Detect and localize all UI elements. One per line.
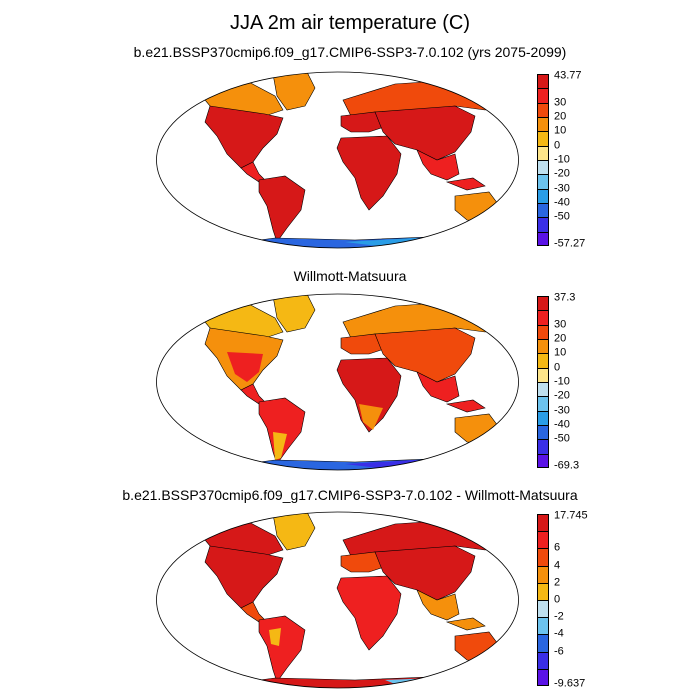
colorbar-tick-label: 0 (554, 139, 561, 152)
colorbar-swatch (537, 159, 549, 175)
colorbar-swatch (537, 548, 549, 566)
colorbar-swatch (537, 116, 549, 132)
colorbar-tick-label: 30 (554, 96, 567, 109)
colorbar-tick-label: -4 (554, 627, 564, 640)
colorbar-tick-label: 20 (554, 110, 567, 123)
panel-3-title: b.e21.BSSP370cmip6.f09_g17.CMIP6-SSP3-7.… (122, 487, 578, 503)
colorbar-panel-1 (537, 74, 549, 246)
colorbar-tick-label: 43.77 (554, 69, 582, 82)
colorbar-tick-label: -10 (554, 375, 570, 388)
colorbar-swatch (537, 102, 549, 117)
colorbar-swatch (537, 174, 549, 189)
colorbar-swatch (537, 565, 549, 583)
colorbar-swatch (537, 668, 549, 686)
colorbar-tick-label: 10 (554, 346, 567, 359)
colorbar-tick-label: 2 (554, 576, 561, 589)
colorbar-tick-label: 30 (554, 318, 567, 331)
map-panel-3 (156, 511, 519, 689)
panel-2-title: Willmott-Matsuura (293, 268, 407, 284)
colorbar-swatch (537, 188, 549, 203)
colorbar-swatch (537, 231, 549, 246)
colorbar-tick-label: 0 (554, 593, 561, 606)
map-panel-1 (156, 71, 519, 249)
colorbar-tick-label: -40 (554, 196, 570, 209)
colorbar-swatch (537, 599, 549, 618)
colorbar-swatch (537, 217, 549, 232)
colorbar-swatch (537, 131, 549, 146)
colorbar-swatch (537, 439, 549, 454)
colorbar-swatch (537, 74, 549, 89)
colorbar-tick-label: -6 (554, 645, 564, 658)
colorbar-swatch (537, 88, 549, 103)
colorbar-swatch (537, 453, 549, 468)
colorbar-tick-label: -50 (554, 210, 570, 223)
colorbar-swatch (537, 324, 549, 339)
colorbar-swatch (537, 396, 549, 411)
colorbar-tick-label: -30 (554, 404, 570, 417)
colorbar-tick-label: 6 (554, 541, 561, 554)
colorbar-swatch (537, 634, 549, 652)
colorbar-tick-label: 10 (554, 124, 567, 137)
colorbar-tick-label: -9.637 (554, 677, 586, 690)
colorbar-swatch (537, 514, 549, 532)
colorbar-tick-label: 37.3 (554, 291, 576, 304)
colorbar-swatch (537, 582, 549, 600)
map-panel-2 (156, 293, 519, 471)
colorbar-swatch (537, 367, 549, 382)
colorbar-swatch (537, 338, 549, 354)
colorbar-tick-label: -30 (554, 182, 570, 195)
colorbar-swatch (537, 617, 549, 635)
colorbar-swatch (537, 296, 549, 311)
colorbar-tick-label: 0 (554, 361, 561, 374)
colorbar-swatch (537, 145, 549, 160)
colorbar-swatch (537, 353, 549, 368)
colorbar-swatch (537, 381, 549, 397)
colorbar-tick-label: 4 (554, 559, 561, 572)
panel-1-title: b.e21.BSSP370cmip6.f09_g17.CMIP6-SSP3-7.… (133, 44, 567, 60)
colorbar-tick-label: -50 (554, 432, 570, 445)
colorbar-panel-2 (537, 296, 549, 468)
colorbar-swatch (537, 202, 549, 218)
colorbar-swatch (537, 651, 549, 669)
colorbar-swatch (537, 410, 549, 425)
colorbar-tick-label: -69.3 (554, 459, 580, 472)
colorbar-tick-label: -40 (554, 418, 570, 431)
colorbar-tick-label: 17.745 (554, 509, 588, 522)
colorbar-swatch (537, 531, 549, 549)
colorbar-swatch (537, 310, 549, 325)
colorbar-tick-label: -57.27 (554, 237, 586, 250)
colorbar-tick-label: -20 (554, 167, 570, 180)
colorbar-tick-label: -10 (554, 153, 570, 166)
colorbar-swatch (537, 424, 549, 440)
colorbar-tick-label: -2 (554, 610, 564, 623)
colorbar-panel-3 (537, 514, 549, 686)
colorbar-tick-label: 20 (554, 332, 567, 345)
figure-title: JJA 2m air temperature (C) (229, 12, 471, 34)
colorbar-tick-label: -20 (554, 389, 570, 402)
